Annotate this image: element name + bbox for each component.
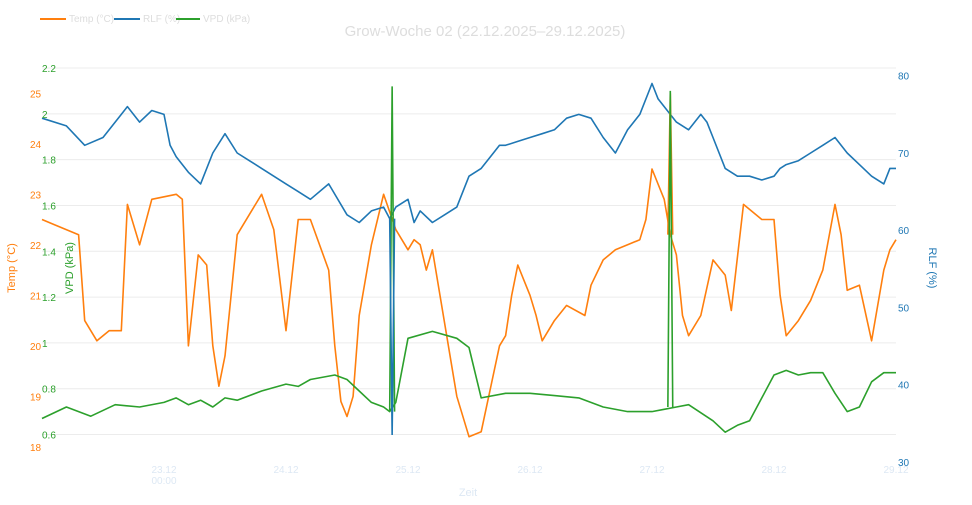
series-line-rlf [41, 82, 896, 224]
x-tick-6: 29.12 [883, 465, 908, 476]
rlf-axis: 30 40 50 60 70 80 [898, 72, 910, 469]
legend-label-temp: Temp (°C) [69, 14, 114, 25]
temp-tick-2: 20 [30, 342, 42, 353]
rlf-tick-4: 70 [898, 149, 910, 160]
temp-tick-5: 23 [30, 190, 42, 201]
grid-lines [42, 67, 896, 436]
temp-tick-3: 21 [30, 291, 42, 302]
legend: Temp (°C) RLF (%) VPD (kPa) [40, 14, 250, 25]
x-tick-0: 23.12 00:00 [151, 465, 176, 487]
vpd-tick-7: 2 [42, 110, 48, 121]
vpd-tick-1: 0.8 [42, 385, 56, 396]
vpd-tick-3: 1.2 [42, 293, 56, 304]
rlf-axis-title: RLF (%) [926, 248, 938, 289]
rlf-tick-3: 60 [898, 226, 910, 237]
vpd-tick-2: 1 [42, 339, 48, 350]
temp-tick-6: 24 [30, 140, 42, 151]
rlf-tick-1: 40 [898, 381, 910, 392]
temp-tick-7: 25 [30, 89, 42, 100]
x-tick-2: 25.12 [395, 465, 420, 476]
rlf-tick-5: 80 [898, 72, 910, 83]
x-tick-5: 28.12 [761, 465, 786, 476]
spike-vpd-3 [667, 90, 674, 408]
vpd-axis: 0.6 0.8 1 1.2 1.4 1.6 1.8 2 2.2 [42, 64, 56, 442]
x-axis-title: Zeit [459, 487, 477, 499]
vpd-tick-0: 0.6 [42, 431, 56, 442]
legend-label-vpd: VPD (kPa) [203, 14, 250, 25]
series-line-temp [41, 168, 897, 438]
rlf-tick-0: 30 [898, 458, 910, 469]
chart-title: Grow-Woche 02 (22.12.2025–29.12.2025) [345, 23, 626, 40]
temp-tick-4: 22 [30, 241, 42, 252]
vpd-tick-6: 1.8 [42, 156, 56, 167]
temp-tick-1: 19 [30, 392, 42, 403]
spike-rlf-1 [388, 218, 396, 435]
temp-tick-0: 18 [30, 443, 42, 454]
x-axis: 23.12 00:00 24.12 25.12 26.12 27.12 28.12 29.12 [151, 465, 908, 487]
legend-label-rlf: RLF (%) [143, 14, 180, 25]
series-line-vpd [41, 330, 896, 434]
temp-axis-title: Temp (°C) [6, 243, 18, 293]
x-tick-3: 26.12 [517, 465, 542, 476]
vpd-tick-5: 1.6 [42, 201, 56, 212]
temp-axis: 18 19 20 21 22 23 24 25 [30, 89, 42, 454]
series-layer [41, 82, 897, 438]
vpd-tick-4: 1.4 [42, 247, 56, 258]
rlf-tick-2: 50 [898, 303, 910, 314]
x-tick-4: 27.12 [639, 465, 664, 476]
vpd-axis-title: VPD (kPa) [64, 242, 76, 294]
x-tick-1: 24.12 [273, 465, 298, 476]
vpd-tick-8: 2.2 [42, 64, 56, 75]
